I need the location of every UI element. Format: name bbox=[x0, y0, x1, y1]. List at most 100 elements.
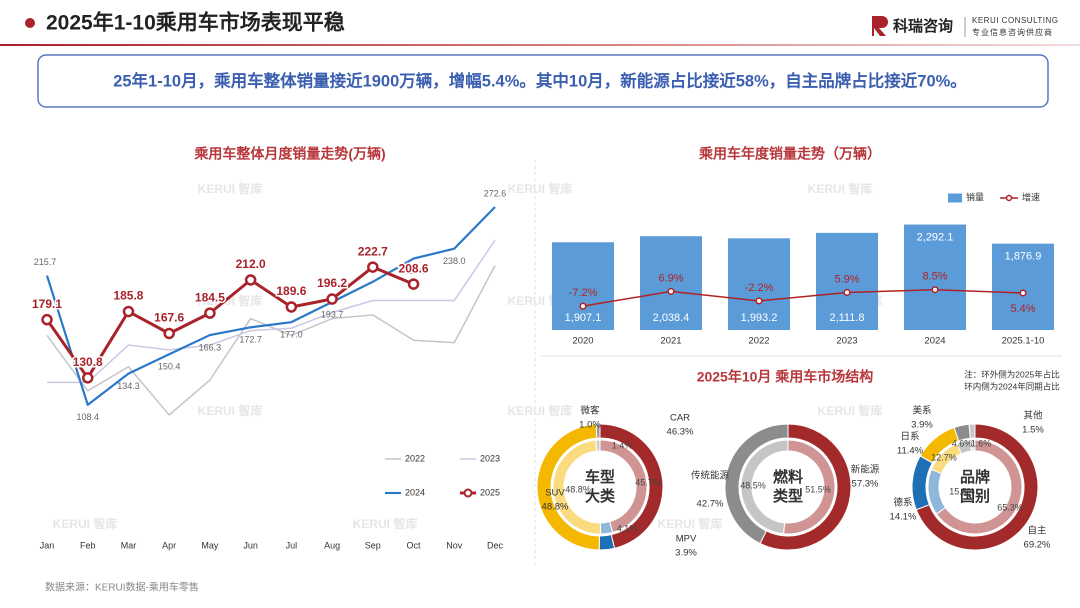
legend-label: 2023 bbox=[480, 453, 500, 463]
point bbox=[81, 372, 94, 384]
x-tick-label: Nov bbox=[446, 540, 463, 550]
watermark: KERUI 智库 bbox=[198, 403, 263, 418]
slice-name: 新能源 bbox=[851, 464, 880, 476]
data-label: 130.8 bbox=[73, 355, 103, 369]
donut-slice bbox=[915, 423, 1039, 551]
inner-label: 4.1% bbox=[617, 523, 638, 533]
x-tick-label: Apr bbox=[162, 540, 176, 550]
data-label: 5.9% bbox=[834, 273, 859, 285]
point bbox=[579, 302, 587, 310]
source: 数据来源：KERUI数据-乘用车零售 bbox=[45, 581, 199, 594]
slice-name: MPV bbox=[676, 534, 697, 545]
point bbox=[667, 287, 675, 295]
outer-label: 69.2% bbox=[1024, 540, 1051, 551]
data-label: 272.6 bbox=[484, 188, 507, 198]
data-label: 215.7 bbox=[34, 257, 57, 267]
data-label: 189.6 bbox=[276, 284, 306, 298]
point bbox=[1019, 289, 1027, 297]
data-label: 177.0 bbox=[280, 330, 303, 340]
x-tick-label: Jul bbox=[286, 540, 298, 550]
data-label: 212.0 bbox=[236, 257, 266, 271]
slice-name: CAR bbox=[670, 413, 690, 424]
bar bbox=[816, 232, 878, 330]
x-tick-label: 2021 bbox=[660, 336, 681, 347]
slice-name: 德系 bbox=[893, 497, 912, 509]
title-dot bbox=[25, 18, 35, 28]
data-label: 193.7 bbox=[321, 309, 344, 319]
data-label: 2,292.1 bbox=[917, 231, 954, 243]
data-label: 2,111.8 bbox=[829, 312, 864, 324]
outer-label: 11.4% bbox=[897, 446, 924, 457]
slice-name: 日系 bbox=[900, 432, 919, 443]
outer-label: 3.9% bbox=[675, 548, 697, 559]
data-label: 1,993.2 bbox=[741, 312, 778, 324]
legend-label: 销量 bbox=[966, 191, 984, 202]
legend-label: 2022 bbox=[405, 453, 425, 463]
data-label: 1,876.9 bbox=[1005, 251, 1042, 263]
series-line bbox=[45, 206, 496, 406]
point bbox=[163, 327, 175, 340]
data-label: 179.1 bbox=[32, 297, 62, 311]
point bbox=[931, 286, 939, 294]
data-label: 185.8 bbox=[113, 289, 143, 303]
donut-slice bbox=[595, 423, 601, 439]
inner-label: 48.5% bbox=[740, 480, 766, 490]
data-label: -2.2% bbox=[745, 282, 774, 294]
bar bbox=[728, 238, 790, 330]
bar bbox=[640, 236, 702, 330]
donut-slice bbox=[595, 439, 601, 452]
x-tick-label: 2023 bbox=[836, 336, 857, 347]
inner-label: 45.7% bbox=[635, 477, 661, 487]
data-label: 1,907.1 bbox=[565, 312, 602, 324]
watermark: KERUI 智库 bbox=[508, 403, 573, 418]
donut-slice bbox=[969, 439, 976, 452]
data-label: 167.6 bbox=[154, 311, 184, 325]
point bbox=[285, 301, 298, 313]
donut-slice bbox=[724, 423, 789, 545]
data-label: -7.2% bbox=[569, 287, 598, 299]
brand-name: 科瑞咨询 bbox=[893, 17, 953, 35]
donut-title: 品牌 bbox=[960, 468, 990, 486]
page-title: 2025年1-10乘用车市场表现平稳 bbox=[46, 11, 345, 35]
note: 环内侧为2024年同期占比 bbox=[964, 381, 1059, 391]
x-tick-label: Jun bbox=[243, 540, 258, 550]
brand-tagline: 专业信息咨询供应商 bbox=[972, 27, 1053, 37]
data-label: 196.2 bbox=[317, 276, 347, 290]
legend-marker bbox=[463, 488, 473, 498]
legend-label: 2024 bbox=[405, 487, 425, 497]
section-title: 2025年10月 乘用车市场结构 bbox=[697, 369, 874, 385]
brand-en: KERUI CONSULTING bbox=[972, 16, 1059, 25]
watermark: KERUI 智库 bbox=[353, 516, 418, 531]
inner-label: 65.3% bbox=[997, 502, 1023, 512]
series-line bbox=[46, 265, 496, 416]
outer-label: 1.5% bbox=[1022, 425, 1044, 436]
point bbox=[367, 261, 379, 273]
inner-label: 1.6% bbox=[971, 438, 992, 448]
x-tick-label: Mar bbox=[121, 540, 137, 550]
donut-slice bbox=[740, 439, 789, 535]
inner-label: 4.6% bbox=[952, 438, 973, 448]
series-line bbox=[47, 239, 496, 384]
donut-title: 类型 bbox=[773, 487, 803, 505]
inner-label: 1.4% bbox=[612, 440, 633, 450]
point bbox=[41, 313, 53, 326]
summary-box bbox=[37, 54, 1049, 108]
outer-label: 14.1% bbox=[890, 512, 917, 523]
x-tick-label: Feb bbox=[80, 540, 96, 550]
data-label: 238.0 bbox=[443, 256, 466, 266]
outer-label: 42.7% bbox=[697, 499, 724, 510]
watermark: KERUI 智库 bbox=[808, 181, 873, 196]
watermark: KERUI 智库 bbox=[508, 181, 573, 196]
point bbox=[843, 288, 851, 297]
point bbox=[244, 274, 257, 286]
slice-name: 其他 bbox=[1023, 410, 1043, 422]
watermark: KERUI 智库 bbox=[53, 516, 118, 531]
chart-title: 乘用车整体月度销量走势(万辆) bbox=[193, 146, 385, 162]
point bbox=[122, 305, 135, 318]
slice-name: 美系 bbox=[912, 405, 931, 417]
x-tick-label: Dec bbox=[487, 540, 504, 550]
outer-label: 1.0% bbox=[579, 420, 601, 431]
series-line bbox=[45, 265, 415, 380]
data-label: 134.3 bbox=[117, 381, 140, 391]
donut-slice bbox=[968, 423, 976, 439]
